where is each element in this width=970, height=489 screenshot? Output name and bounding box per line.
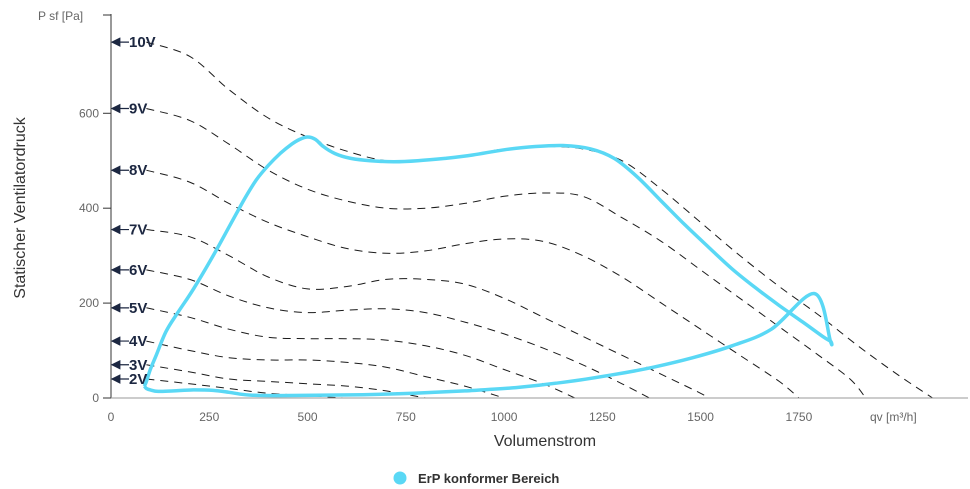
voltage-label-3v: 3V — [129, 357, 147, 374]
x-tick-label: 750 — [396, 410, 416, 424]
y-axis-title: Statischer Ventilatordruck — [12, 116, 29, 298]
legend[interactable]: ErP konformer Bereich — [393, 471, 560, 486]
voltage-curve-5v — [146, 307, 576, 399]
voltage-label-9v: 9V — [129, 101, 147, 118]
voltage-curve-7v — [146, 229, 709, 399]
erp-region — [142, 135, 834, 398]
voltage-curves — [146, 41, 933, 399]
voltage-label-8v: 8V — [129, 162, 147, 179]
x-axis-title: Volumenstrom — [494, 433, 596, 450]
x-tick-label: 1750 — [786, 410, 813, 424]
x-tick-label: 1000 — [491, 410, 518, 424]
x-tick-label: 250 — [199, 410, 219, 424]
x-tick-label: 500 — [298, 410, 318, 424]
x-tick-label: 0 — [108, 410, 115, 424]
legend-label: ErP konformer Bereich — [418, 471, 559, 486]
voltage-label-7v: 7V — [129, 222, 147, 239]
voltage-label-6v: 6V — [129, 262, 147, 279]
x-axis-unit: qv [m³/h] — [870, 410, 917, 424]
voltage-curve-8v — [146, 169, 800, 399]
axes: 0 200 400 600 0 250 500 750 1000 1250 1500 1750 — [79, 14, 968, 424]
y-tick-label: 200 — [79, 296, 99, 310]
erp-region-outline — [142, 135, 834, 398]
voltage-label-4v: 4V — [129, 333, 147, 350]
voltage-curve-4v — [146, 340, 505, 399]
voltage-label-10v: 10V — [129, 34, 156, 51]
y-tick-label: 400 — [79, 201, 99, 215]
voltage-curve-3v — [146, 364, 426, 399]
voltage-label-5v: 5V — [129, 300, 147, 317]
voltage-curve-6v — [146, 269, 650, 399]
legend-marker — [393, 471, 407, 485]
y-tick-label: 0 — [92, 391, 99, 405]
x-tick-label: 1500 — [687, 410, 714, 424]
voltage-curve-9v — [146, 108, 867, 399]
x-tick-label: 1250 — [589, 410, 616, 424]
voltage-label-2v: 2V — [129, 371, 147, 388]
y-tick-label: 600 — [79, 106, 99, 120]
voltage-curve-10v — [146, 41, 933, 399]
voltage-curve-2v — [146, 378, 343, 399]
y-axis-unit: P sf [Pa] — [38, 9, 83, 23]
